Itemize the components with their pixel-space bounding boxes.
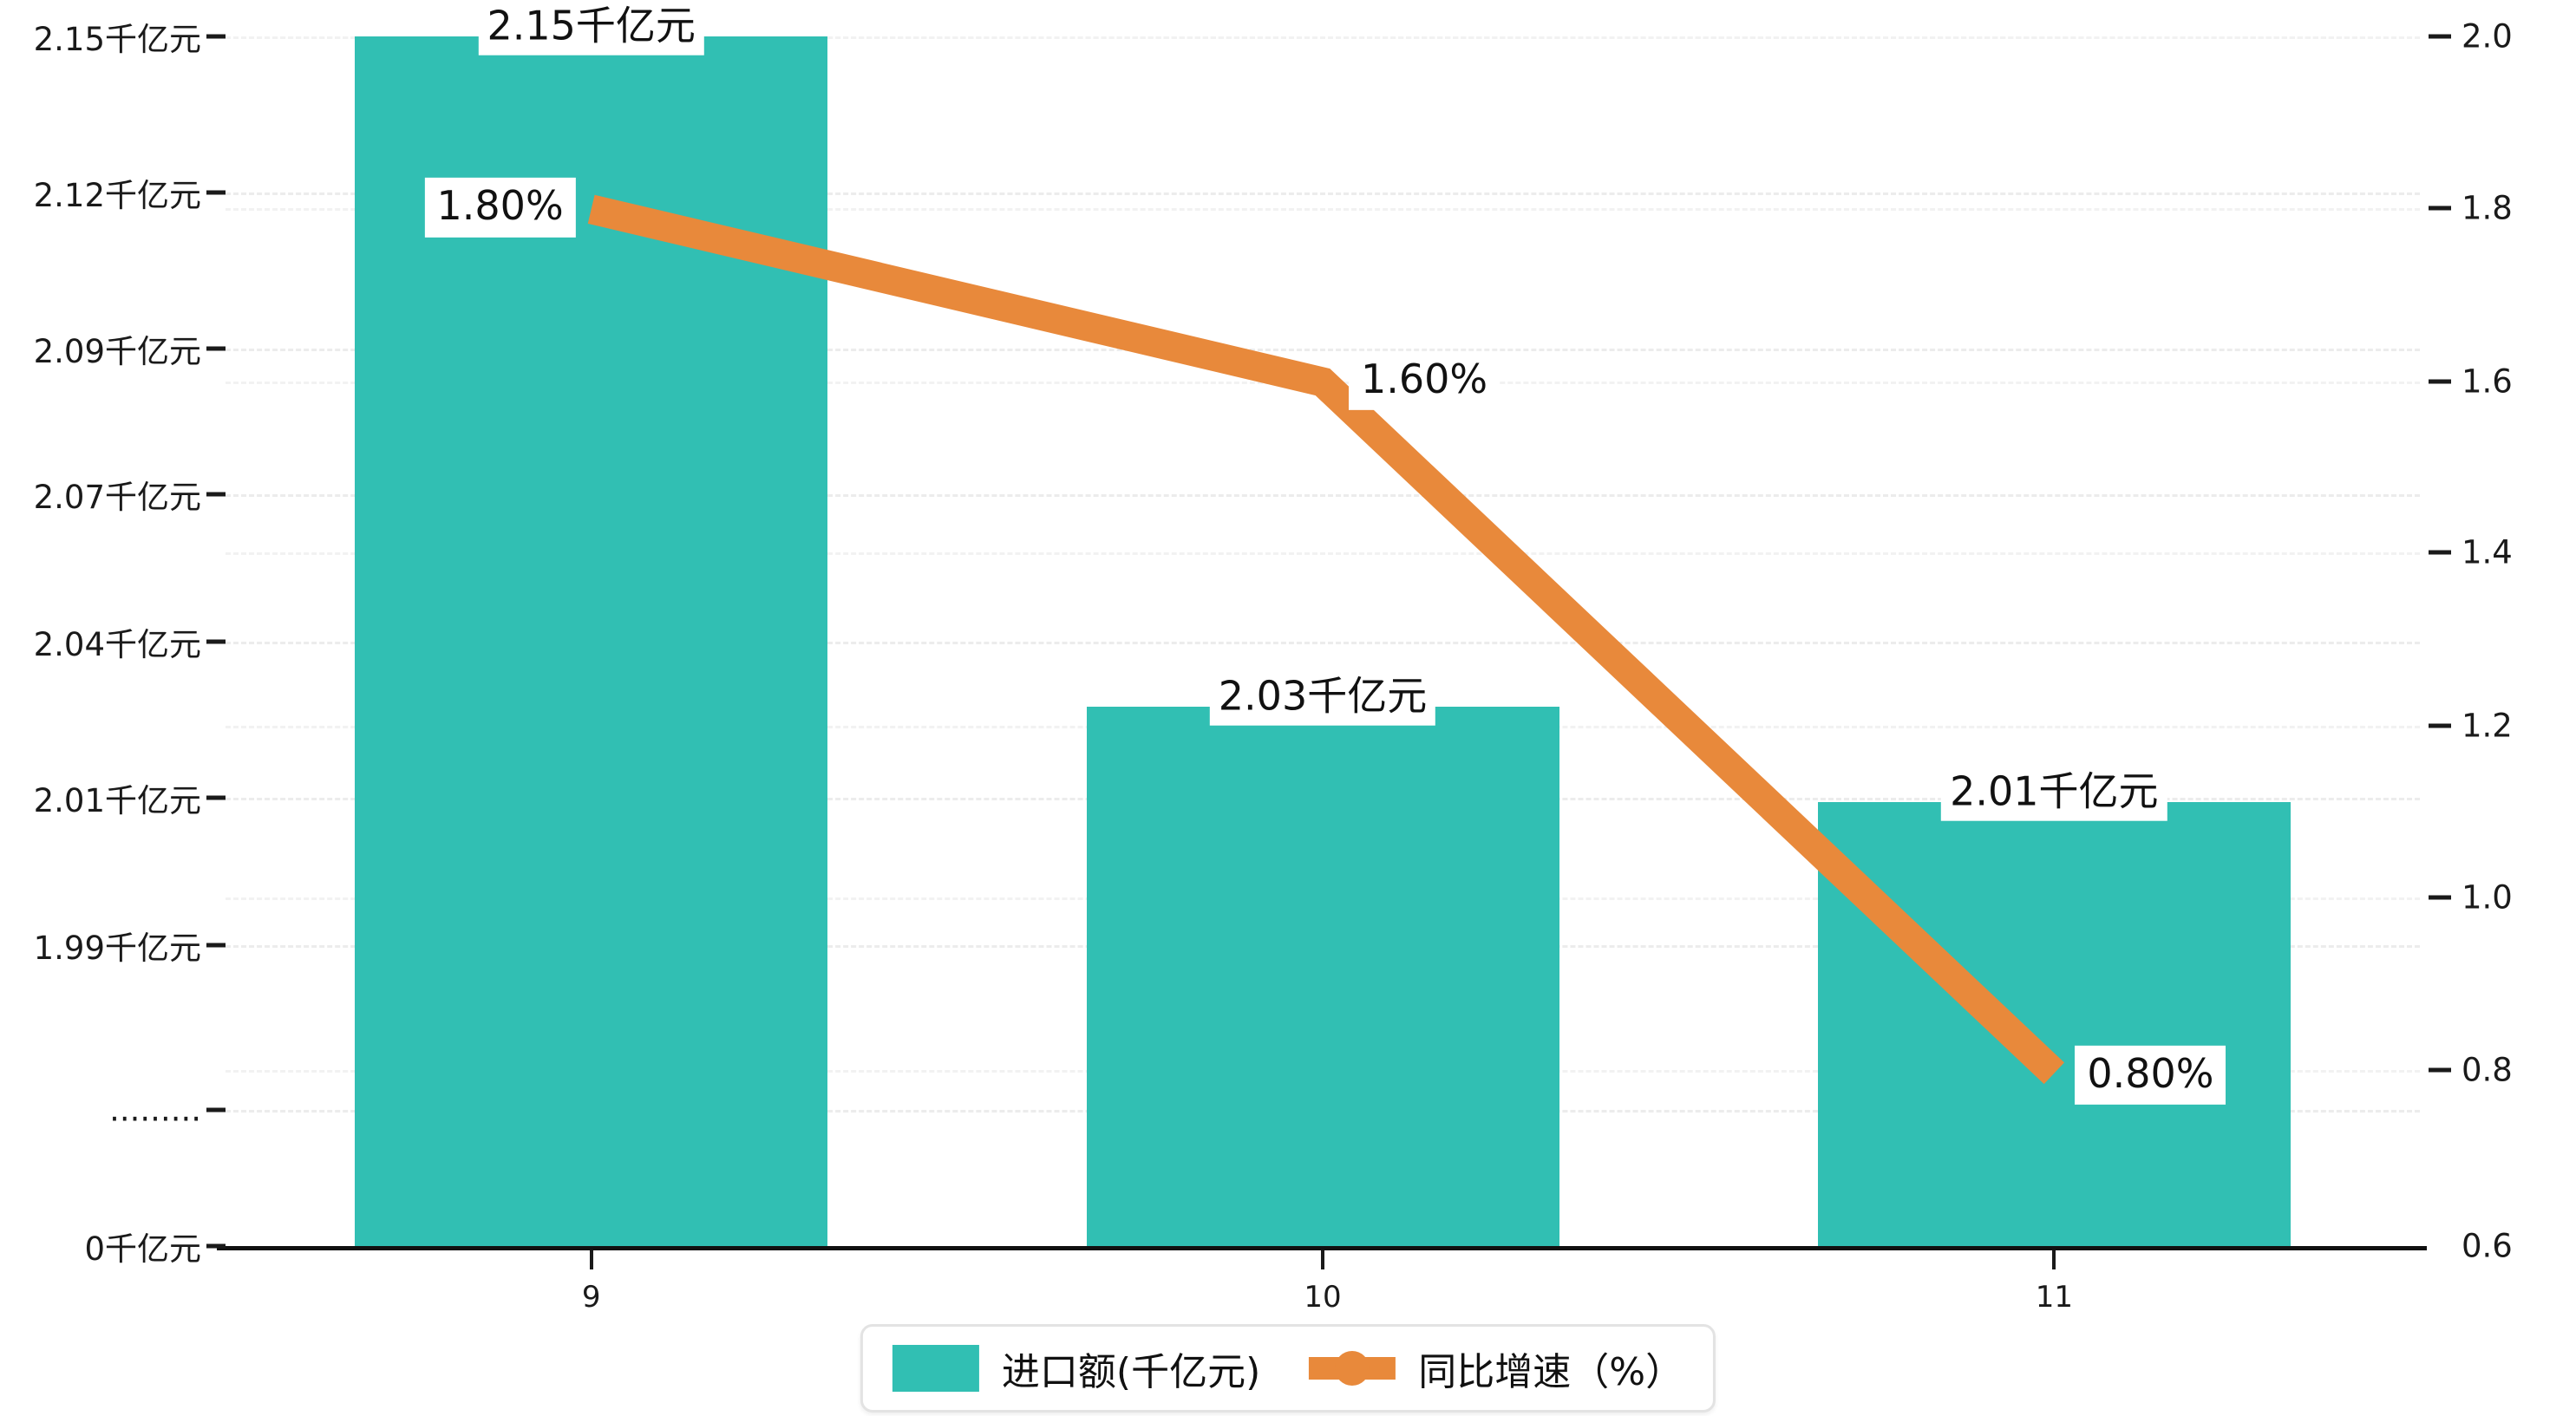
y-axis-left-tick-mark — [206, 943, 226, 948]
y-axis-right-tick-mark — [2429, 550, 2451, 555]
x-axis-baseline — [217, 1246, 2427, 1250]
x-axis-tick-mark — [2052, 1250, 2056, 1269]
y-axis-right-tick-label: 1.6 — [2462, 362, 2513, 401]
y-axis-left-tick-mark — [206, 1243, 226, 1249]
y-axis-left-tick-mark — [206, 639, 226, 644]
x-axis-tick-mark — [589, 1250, 593, 1269]
y-axis-left-tick-label: 2.04千亿元 — [33, 626, 201, 663]
y-axis-right-tick-label: 1.8 — [2462, 189, 2513, 227]
bar[interactable] — [1817, 802, 2291, 1246]
y-axis-right-tick-mark — [2429, 379, 2451, 384]
chart-legend: 进口额(千亿元) 同比增速（%） — [860, 1324, 1716, 1413]
bar[interactable] — [1086, 707, 1559, 1246]
legend-item-growth-rate[interactable]: 同比增速（%） — [1309, 1341, 1684, 1396]
y-axis-right-tick-mark — [2429, 723, 2451, 728]
y-axis-right-tick-label: 1.4 — [2462, 533, 2513, 571]
y-axis-left-tick-mark — [206, 34, 226, 39]
y-axis-right-tick-label: 1.0 — [2462, 878, 2513, 917]
y-axis-left-tick-label: 2.07千亿元 — [33, 479, 201, 516]
x-axis-tick-label: 10 — [1304, 1280, 1342, 1315]
legend-line-swatch-icon — [1309, 1345, 1396, 1392]
gridline — [226, 192, 2420, 195]
legend-bar-swatch-icon — [892, 1345, 979, 1392]
x-axis-tick-label: 11 — [2035, 1280, 2073, 1315]
y-axis-left-tick-label: 2.15千亿元 — [33, 21, 201, 58]
gridline-secondary — [226, 36, 2420, 39]
bar-value-label: 2.01千亿元 — [1941, 767, 2167, 821]
y-axis-right-tick-mark — [2429, 34, 2451, 39]
legend-label-growth-rate: 同比增速（%） — [1418, 1350, 1684, 1394]
bar-value-label: 2.03千亿元 — [1209, 671, 1436, 726]
x-axis-tick-mark — [1321, 1250, 1324, 1269]
y-axis-left-tick-mark — [206, 492, 226, 497]
line-point-label: 1.80% — [424, 178, 576, 238]
y-axis-left-tick-label: 1.99千亿元 — [33, 930, 201, 967]
y-axis-right-tick-mark — [2429, 1067, 2451, 1073]
y-axis-right-tick-label: 0.6 — [2462, 1227, 2513, 1265]
y-axis-left-tick-label: 0千亿元 — [84, 1230, 201, 1268]
bar-value-label: 2.15千亿元 — [478, 1, 704, 55]
legend-label-import-amount: 进口额(千亿元) — [1001, 1350, 1261, 1394]
y-axis-right-tick-mark — [2429, 895, 2451, 900]
y-axis-left-tick-label: 2.09千亿元 — [33, 333, 201, 370]
y-axis-left-tick-mark — [206, 190, 226, 195]
y-axis-left-tick-mark — [206, 1107, 226, 1113]
x-axis-tick-label: 9 — [581, 1280, 601, 1315]
legend-item-import-amount[interactable]: 进口额(千亿元) — [892, 1341, 1260, 1396]
y-axis-left-tick-label: ......... — [109, 1091, 201, 1129]
line-point-label: 0.80% — [2075, 1045, 2226, 1105]
legend-line-marker-icon — [1335, 1351, 1370, 1386]
y-axis-left-tick-mark — [206, 346, 226, 351]
y-axis-left-tick-label: 2.01千亿元 — [33, 782, 201, 819]
y-axis-right-tick-label: 0.8 — [2462, 1051, 2513, 1089]
y-axis-right-tick-label: 1.2 — [2462, 707, 2513, 745]
line-point-label: 1.60% — [1349, 350, 1500, 410]
y-axis-left-tick-mark — [206, 795, 226, 800]
y-axis-right-tick-mark — [2429, 206, 2451, 211]
y-axis-right-tick-label: 2.0 — [2462, 17, 2513, 55]
y-axis-left-tick-label: 2.12千亿元 — [33, 177, 201, 214]
